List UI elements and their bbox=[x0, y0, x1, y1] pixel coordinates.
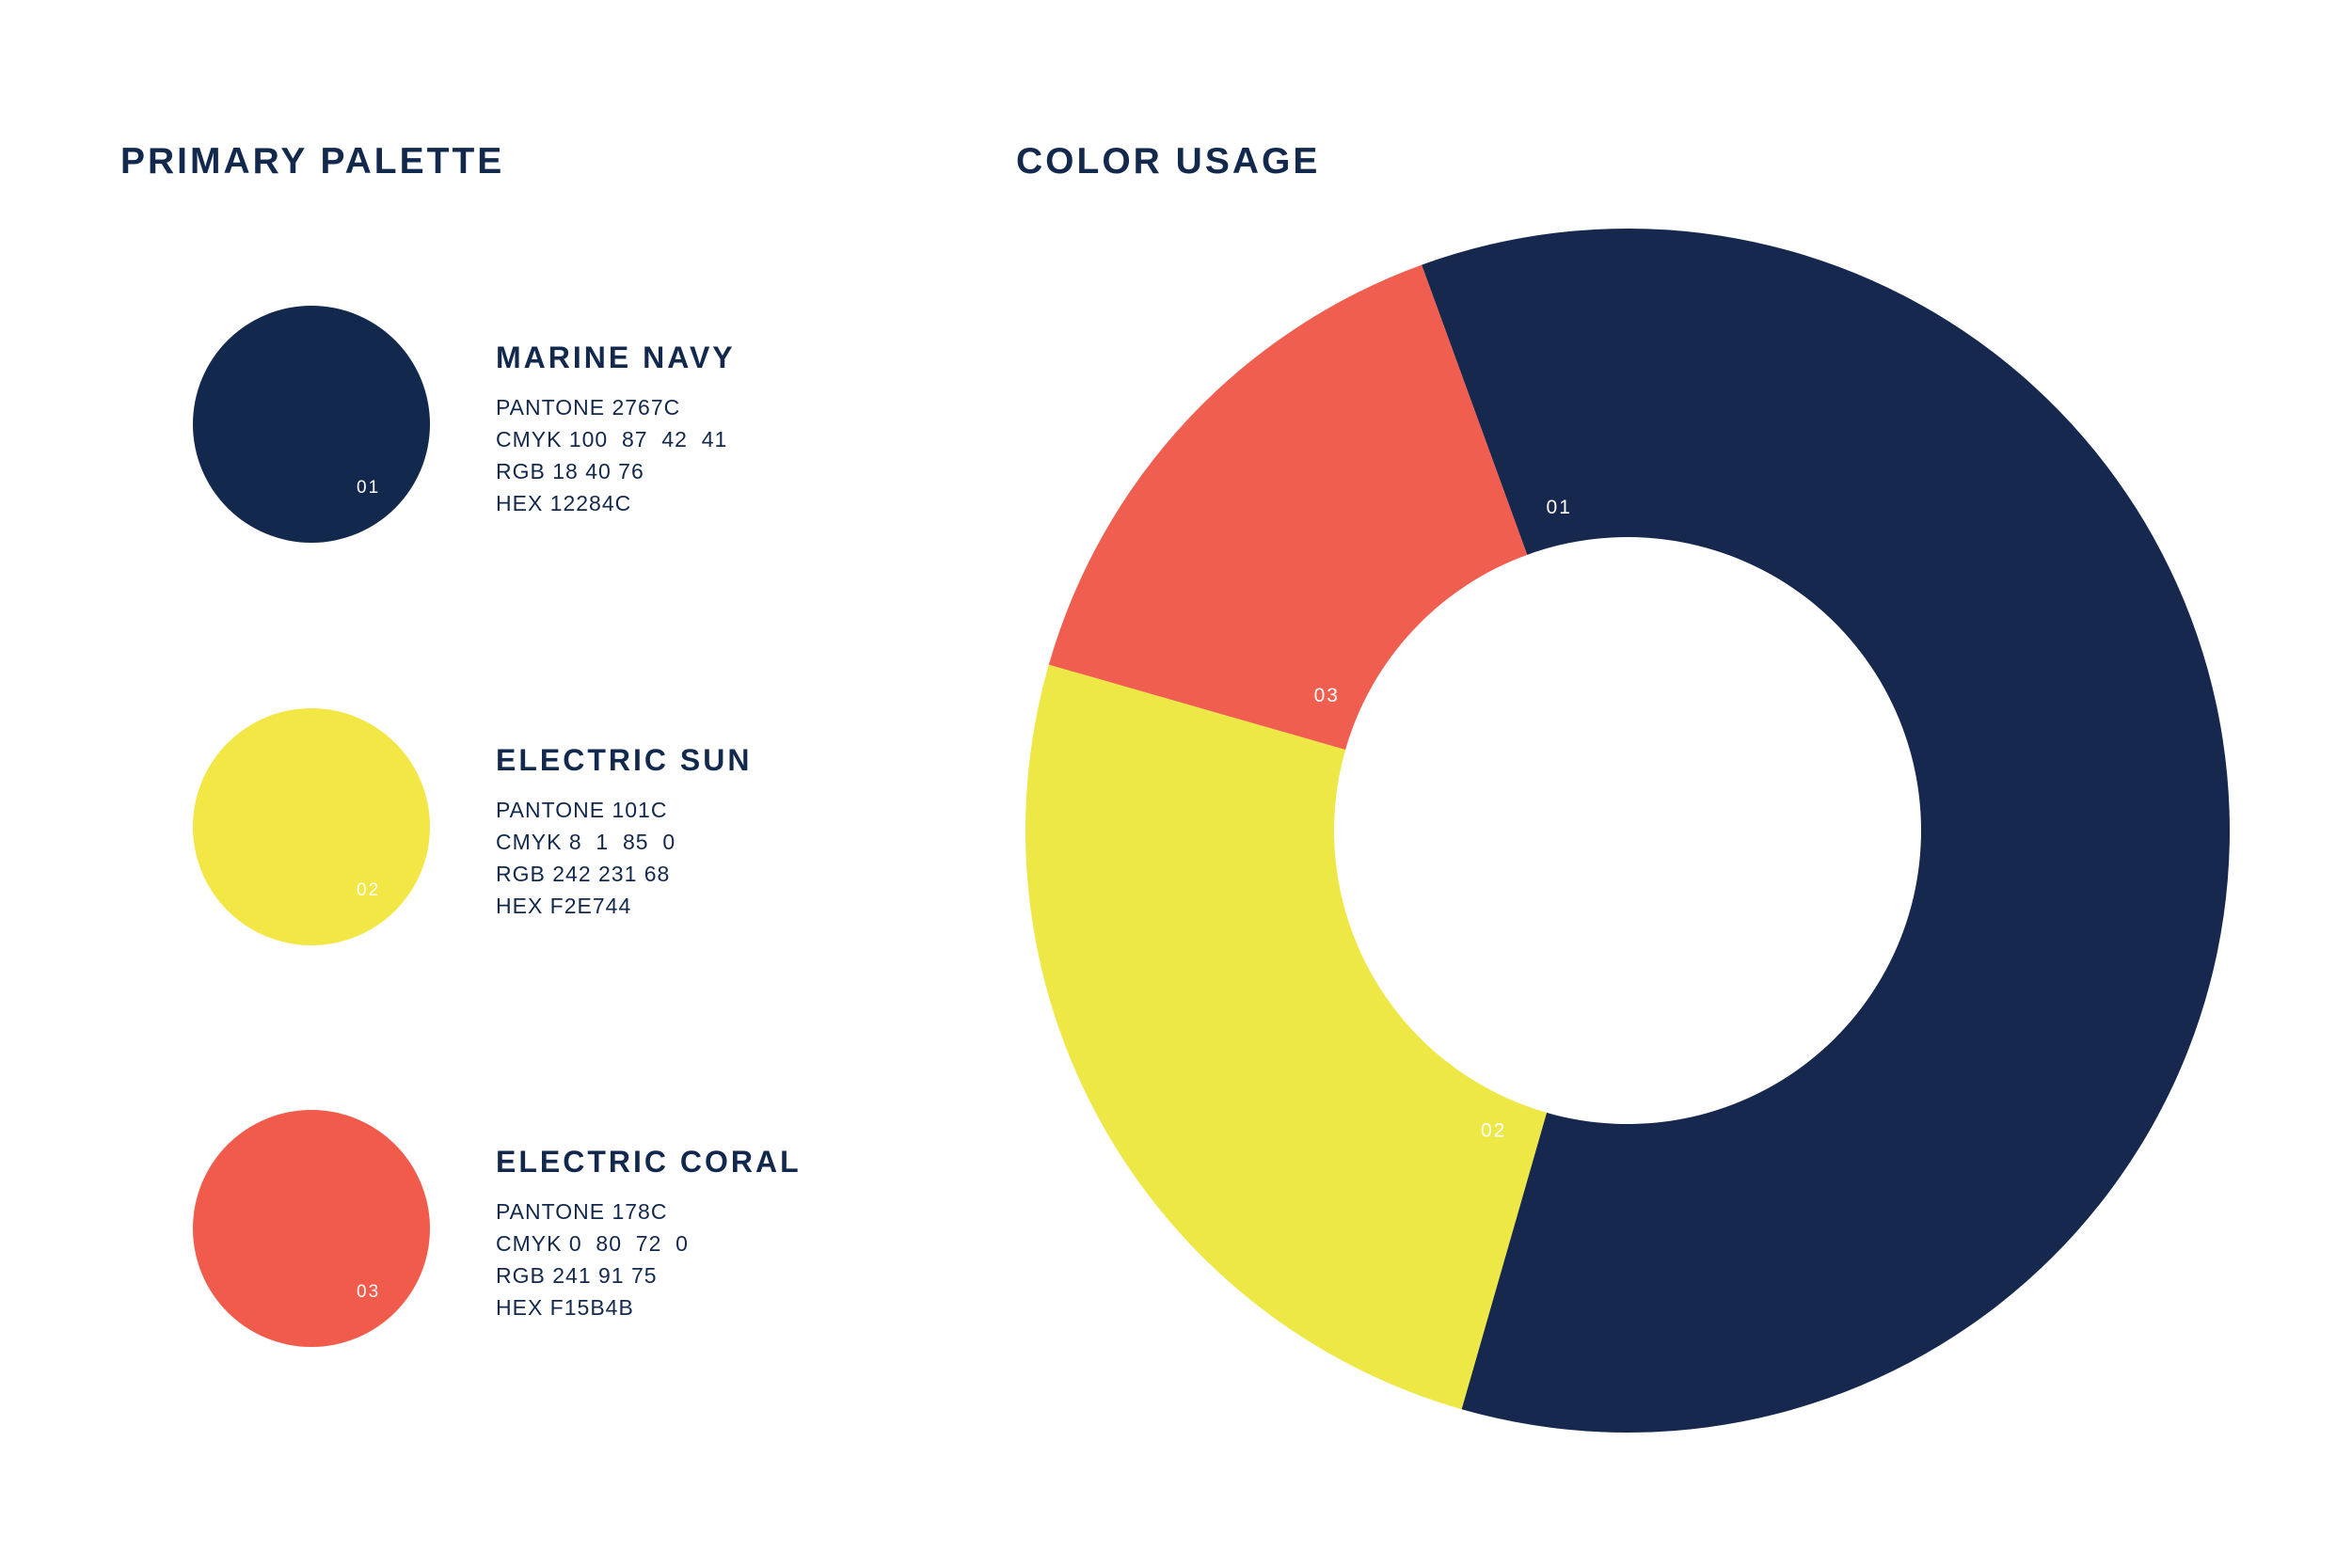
swatch-number: 01 bbox=[357, 478, 381, 498]
swatch-number: 03 bbox=[357, 1282, 381, 1302]
pantone-value: PANTONE 2767C bbox=[496, 395, 681, 420]
cmyk-value: CMYK 0 80 72 0 bbox=[496, 1231, 689, 1256]
swatch-electric-sun: 02 ELECTRIC SUN PANTONE 101C CMYK 8 1 85… bbox=[193, 708, 870, 953]
swatch-circle: 01 bbox=[193, 306, 430, 543]
swatch-specs: MARINE NAVY PANTONE 2767C CMYK 100 87 42… bbox=[496, 339, 736, 519]
swatch-circle: 02 bbox=[193, 708, 430, 945]
slice-label-01: 01 bbox=[1547, 497, 1572, 518]
hex-value: HEX F2E744 bbox=[496, 894, 632, 918]
slice-label-02: 02 bbox=[1481, 1119, 1506, 1141]
rgb-value: RGB 242 231 68 bbox=[496, 862, 671, 886]
swatch-name: ELECTRIC CORAL bbox=[496, 1145, 802, 1179]
color-usage-title: COLOR USAGE bbox=[1016, 141, 1321, 182]
pantone-value: PANTONE 178C bbox=[496, 1199, 668, 1224]
hex-value: HEX 12284C bbox=[496, 491, 632, 515]
donut-slice-02 bbox=[1025, 664, 1548, 1410]
slice-label-03: 03 bbox=[1314, 685, 1340, 706]
swatch-name: ELECTRIC SUN bbox=[496, 743, 753, 777]
swatch-electric-coral: 03 ELECTRIC CORAL PANTONE 178C CMYK 0 80… bbox=[193, 1110, 870, 1354]
swatch-marine-navy: 01 MARINE NAVY PANTONE 2767C CMYK 100 87… bbox=[193, 306, 870, 550]
swatch-specs: ELECTRIC CORAL PANTONE 178C CMYK 0 80 72… bbox=[496, 1143, 802, 1323]
hex-value: HEX F15B4B bbox=[496, 1295, 634, 1320]
rgb-value: RGB 18 40 76 bbox=[496, 459, 644, 483]
donut-slice-01 bbox=[1422, 229, 2230, 1433]
pantone-value: PANTONE 101C bbox=[496, 798, 668, 822]
swatch-specs: ELECTRIC SUN PANTONE 101C CMYK 8 1 85 0 … bbox=[496, 741, 752, 922]
rgb-value: RGB 241 91 75 bbox=[496, 1263, 658, 1288]
cmyk-value: CMYK 100 87 42 41 bbox=[496, 427, 728, 451]
donut-slice-03 bbox=[1048, 264, 1528, 751]
cmyk-value: CMYK 8 1 85 0 bbox=[496, 830, 676, 854]
swatch-number: 02 bbox=[357, 880, 381, 900]
primary-palette-title: PRIMARY PALETTE bbox=[120, 141, 505, 182]
color-usage-donut-chart: 01 02 03 bbox=[1025, 229, 2230, 1433]
swatch-circle: 03 bbox=[193, 1110, 430, 1347]
swatch-name: MARINE NAVY bbox=[496, 341, 736, 374]
